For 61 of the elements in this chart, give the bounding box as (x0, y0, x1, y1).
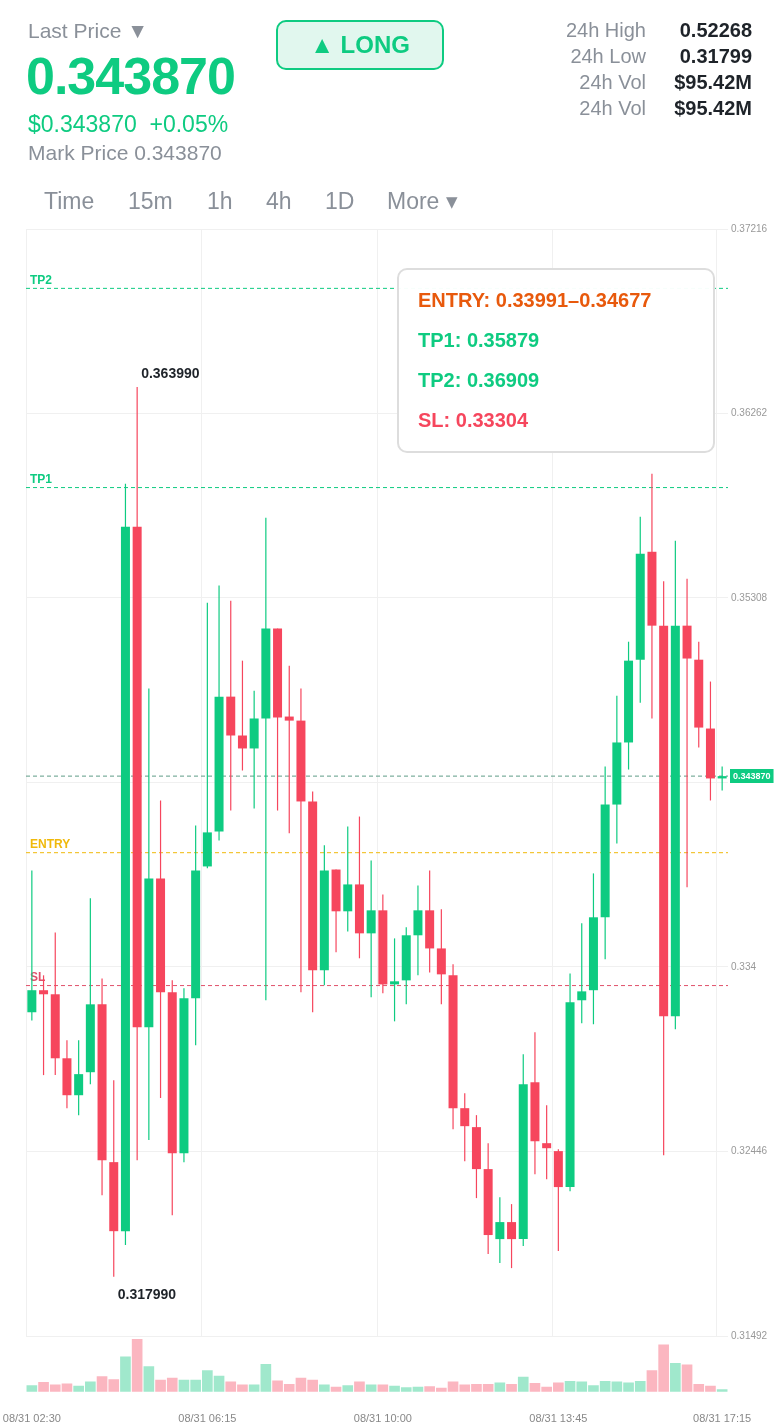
y-tick-label: 0.37216 (731, 222, 768, 234)
candlestick (366, 859, 376, 998)
annotation: TP1: 0.35879 (418, 329, 540, 351)
candlestick (682, 578, 692, 888)
text: 15m (128, 188, 173, 214)
ref-line-label: TP2 (30, 272, 53, 287)
text: 24h High (565, 19, 646, 41)
text: 0.343870 (26, 47, 235, 105)
text: 1h (207, 188, 233, 214)
text: 0.52268 (679, 19, 752, 41)
x-tick-label: 08/31 02:30 (2, 1412, 61, 1425)
bar (120, 1356, 131, 1392)
candlestick (495, 1196, 505, 1264)
candlestick (460, 1092, 470, 1162)
candlestick (74, 1039, 84, 1116)
bar (506, 1384, 517, 1392)
annotation: ENTRY: 0.33991–0.34677 (418, 289, 652, 311)
candlestick (507, 1203, 517, 1269)
y-tick-label: 0.334 (731, 960, 757, 972)
x-tick-label: 08/31 13:45 (529, 1412, 588, 1425)
text: Last Price ▼ (28, 19, 148, 42)
text: 4h (266, 188, 292, 214)
text: Mark Price 0.343870 (28, 141, 222, 164)
x-tick-label: 08/31 17:15 (693, 1412, 752, 1425)
bar (131, 1339, 143, 1392)
text: 24h Vol (579, 97, 646, 119)
text: Time (44, 188, 95, 214)
annotation: 0.363990 (141, 364, 200, 381)
text: $95.42M (674, 71, 752, 93)
candlestick (390, 937, 400, 1022)
text: 1D (325, 188, 355, 214)
ref-line-label: 0.343870 (733, 770, 771, 781)
annotation: TP2: 0.36909 (418, 369, 540, 391)
y-tick-label: 0.36262 (731, 407, 768, 419)
bar (517, 1376, 529, 1392)
bar (354, 1381, 365, 1392)
y-tick-label: 0.31492 (731, 1329, 768, 1341)
long-button: ▲ LONG (276, 20, 444, 70)
candlestick (284, 665, 294, 834)
annotation: 0.317990 (117, 1286, 177, 1303)
y-tick-label: 0.32446 (731, 1145, 768, 1157)
y-tick-label: 0.35308 (731, 591, 768, 603)
bar (494, 1382, 506, 1392)
ref-line-label: ENTRY (30, 837, 71, 852)
x-tick-label: 08/31 10:00 (353, 1412, 412, 1425)
ref-line-label: TP1 (30, 471, 53, 486)
text: 24h Low (570, 45, 646, 67)
text: 0.31799 (679, 45, 752, 67)
candlestick (577, 922, 587, 1024)
text: 24h Vol (579, 71, 646, 93)
bar (143, 1366, 155, 1392)
text: $0.343870 +0.05% (28, 111, 229, 137)
x-tick-label: 08/31 06:15 (178, 1412, 237, 1425)
bar (260, 1364, 272, 1392)
text: $95.42M (674, 97, 752, 119)
bar (670, 1362, 681, 1392)
candlestick (237, 660, 247, 772)
annotation: SL: 0.33304 (418, 409, 529, 431)
text: More ▾ (387, 188, 458, 214)
candlestick (542, 1104, 552, 1180)
bar (342, 1385, 354, 1392)
